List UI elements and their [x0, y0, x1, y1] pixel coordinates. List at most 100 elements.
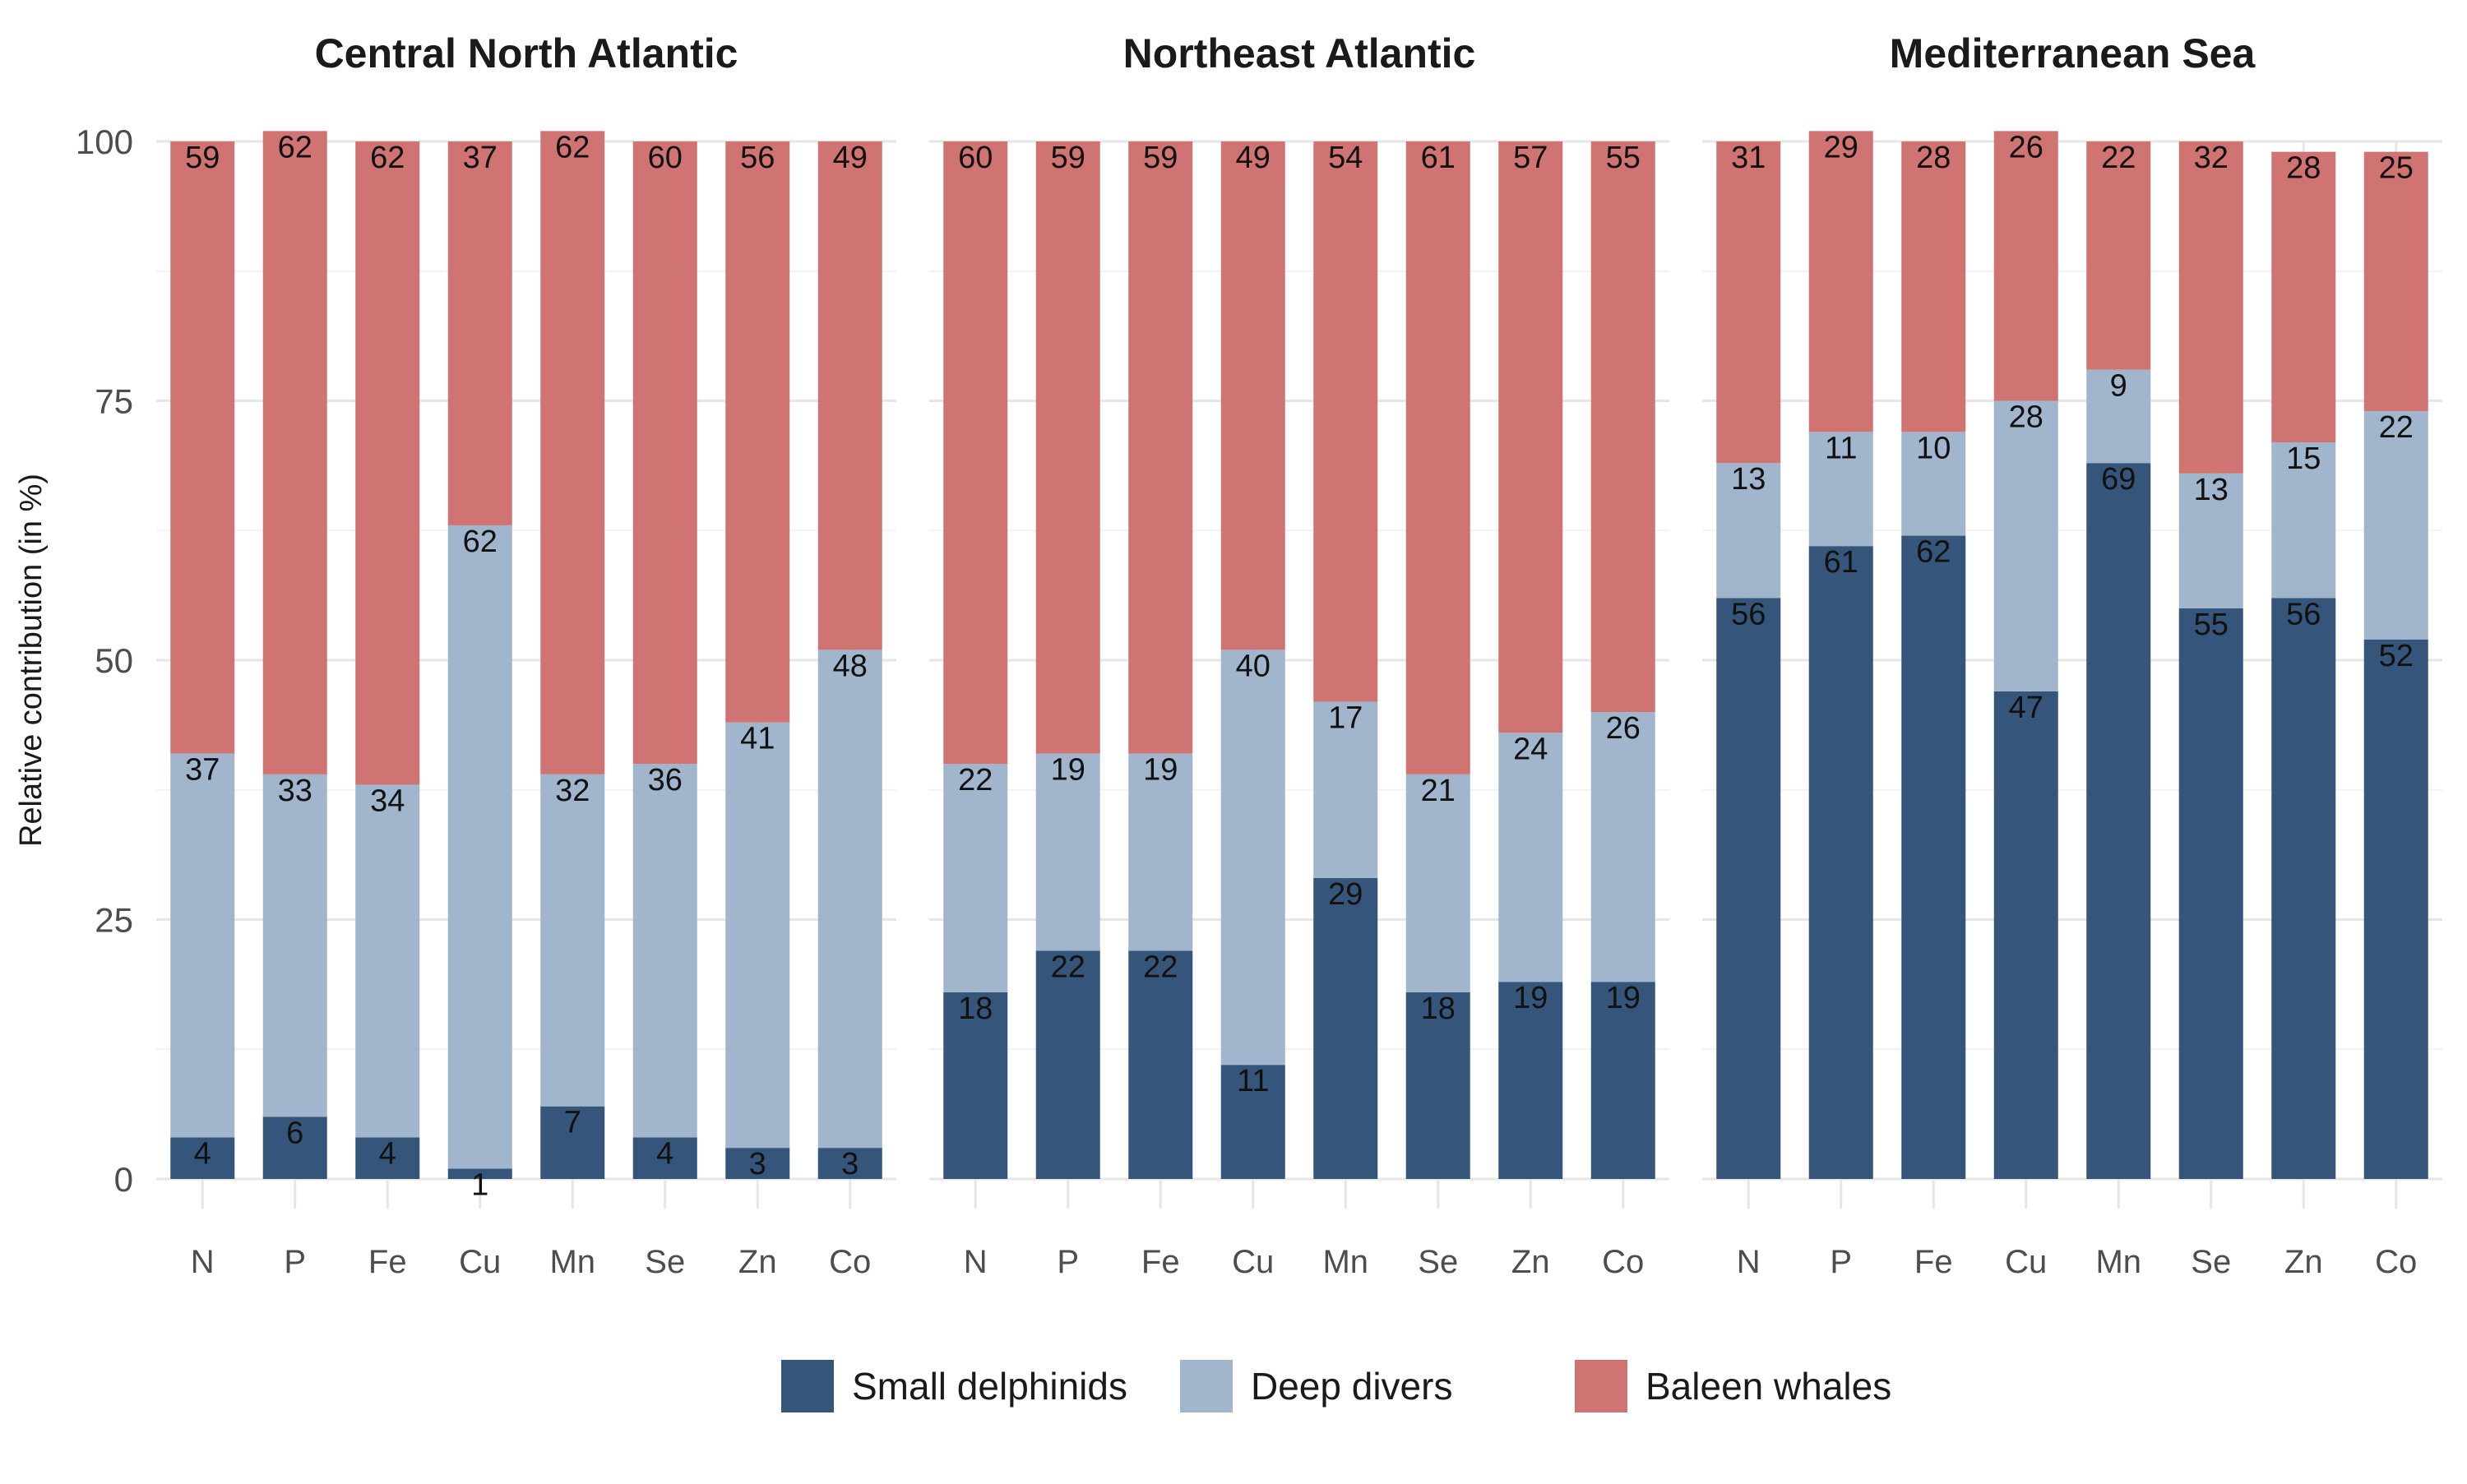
bar-segment	[1405, 141, 1470, 774]
data-label: 61	[1824, 545, 1858, 580]
bar-segment	[2363, 411, 2428, 640]
bar-segment	[1220, 650, 1285, 1066]
x-tick-label: Zn	[2284, 1244, 2323, 1280]
x-tick-label: Co	[1602, 1244, 1644, 1280]
data-label: 15	[2286, 442, 2321, 476]
bar-segment	[1035, 141, 1100, 754]
data-label: 54	[1328, 141, 1363, 175]
data-label: 25	[2379, 151, 2414, 186]
data-label: 36	[648, 763, 683, 797]
data-label: 32	[2194, 141, 2229, 175]
x-tick-label: N	[191, 1244, 215, 1280]
data-label: 26	[2009, 130, 2043, 164]
data-label: 69	[2101, 462, 2136, 497]
legend-label: Baleen whales	[1645, 1365, 1891, 1408]
x-tick-label: Cu	[2005, 1244, 2047, 1280]
bar-segment	[2363, 151, 2428, 412]
axes-layer: Relative contribution (in %) 0 25 50 75 100 Ce…	[14, 30, 2417, 1280]
data-label: 13	[2194, 473, 2229, 507]
legend-label: Small delphinids	[852, 1365, 1127, 1408]
bar-segment	[632, 1137, 697, 1179]
data-label: 47	[2009, 691, 2043, 725]
bar-segment	[1993, 131, 2058, 401]
bar-segment	[943, 992, 1008, 1179]
x-tick-label: Mn	[1322, 1244, 1368, 1280]
y-tick-label: 100	[76, 123, 133, 161]
data-label: 11	[1237, 1064, 1269, 1098]
facet-title: Central North Atlantic	[315, 30, 738, 76]
bar-segment	[2086, 369, 2151, 464]
x-tick-label: Fe	[1141, 1244, 1180, 1280]
x-tick-label: N	[1737, 1244, 1761, 1280]
bar-segment	[1993, 691, 2058, 1179]
bar-segment	[817, 141, 882, 650]
data-label: 10	[1916, 431, 1951, 465]
bar-segment	[632, 141, 697, 765]
data-label: 22	[2379, 410, 2414, 445]
bar-segment	[1808, 546, 1873, 1179]
data-label: 37	[463, 141, 498, 175]
data-label: 24	[1513, 732, 1548, 766]
bar-segment	[1716, 598, 1781, 1179]
data-label: 37	[185, 753, 220, 788]
data-label: 22	[2101, 141, 2136, 175]
y-tick-label: 75	[95, 382, 133, 421]
data-label: 19	[1051, 753, 1085, 788]
bar-segment	[262, 1116, 327, 1179]
data-label: 56	[1731, 597, 1766, 631]
data-label: 3	[841, 1147, 859, 1181]
bar-segment	[2178, 608, 2243, 1179]
bar-segment	[817, 650, 882, 1149]
data-label: 62	[463, 525, 498, 559]
data-label: 56	[2286, 597, 2321, 631]
data-label: 59	[1143, 141, 1178, 175]
bar-segment	[1035, 753, 1100, 951]
bar-segment	[262, 131, 327, 774]
data-label: 18	[1421, 992, 1456, 1026]
data-label: 48	[833, 649, 868, 683]
data-label: 4	[379, 1137, 396, 1172]
data-label: 11	[1825, 431, 1857, 465]
bar-segment	[725, 141, 790, 723]
data-label: 22	[1051, 950, 1085, 984]
bar-segment	[2086, 463, 2151, 1179]
bar-segment	[1498, 733, 1563, 982]
data-label: 57	[1513, 141, 1548, 175]
bar-segment	[1993, 400, 2058, 691]
bar-segment	[1220, 1065, 1285, 1179]
y-tick-label: 25	[95, 901, 133, 940]
legend-label: Deep divers	[1251, 1365, 1452, 1408]
bar-segment	[1808, 432, 1873, 547]
bar-segment	[817, 1148, 882, 1179]
x-tick-label: Co	[829, 1244, 871, 1280]
data-label: 26	[1606, 711, 1641, 746]
bar-segment	[2271, 442, 2336, 599]
bar-segment	[540, 131, 605, 774]
data-label: 29	[1824, 130, 1858, 164]
data-label: 21	[1421, 774, 1456, 808]
data-label: 17	[1328, 700, 1363, 735]
legend-swatch	[1575, 1360, 1627, 1412]
x-tick-label: Fe	[1914, 1244, 1953, 1280]
bar-segment	[2271, 598, 2336, 1179]
x-tick-label: P	[284, 1244, 306, 1280]
bar-segment	[1590, 141, 1655, 713]
bar-segment	[1716, 141, 1781, 464]
data-label: 19	[1606, 981, 1641, 1015]
data-label: 40	[1236, 649, 1271, 683]
bar-segment	[1901, 535, 1966, 1179]
x-tick-label: Co	[2375, 1244, 2417, 1280]
x-tick-label: Mn	[2095, 1244, 2141, 1280]
bar-segment	[1405, 774, 1470, 992]
bar-segment	[170, 753, 235, 1138]
x-tick-label: Se	[2191, 1244, 2231, 1280]
data-label: 33	[278, 774, 312, 808]
data-label: 4	[194, 1137, 211, 1172]
bar-segment	[262, 774, 327, 1117]
bar-segment	[447, 141, 512, 525]
data-label: 28	[2286, 151, 2321, 186]
data-label: 49	[1236, 141, 1271, 175]
data-label: 4	[656, 1137, 673, 1172]
data-label: 19	[1143, 753, 1178, 788]
data-label: 62	[278, 130, 312, 164]
